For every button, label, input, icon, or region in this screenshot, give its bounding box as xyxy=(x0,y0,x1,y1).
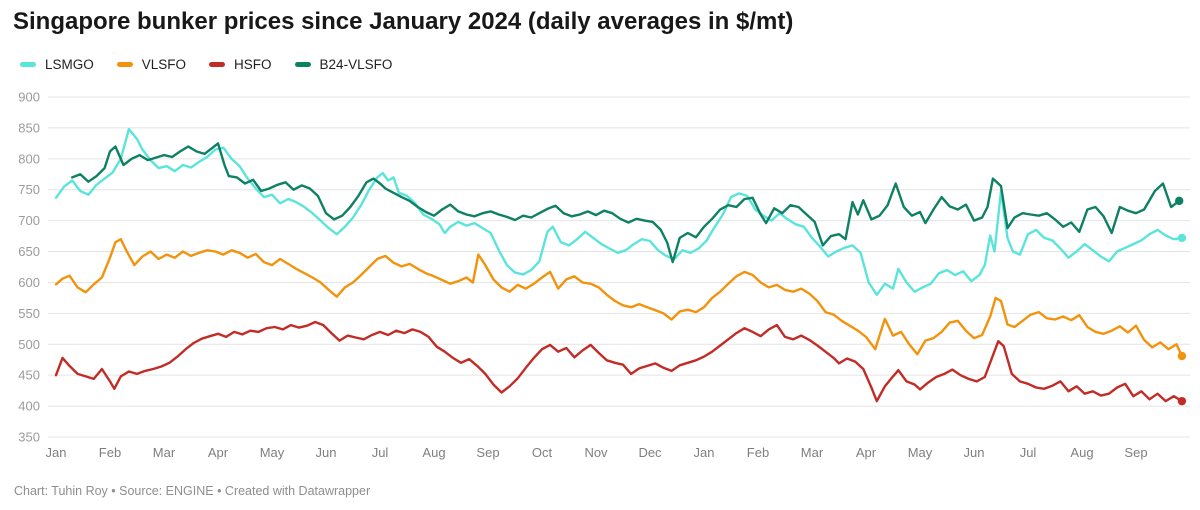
x-axis-month-label: Feb xyxy=(99,445,121,460)
y-axis-tick-label: 650 xyxy=(18,244,40,259)
x-axis-month-label: Dec xyxy=(638,445,662,460)
x-axis-month-label: Mar xyxy=(801,445,824,460)
y-axis-tick-label: 450 xyxy=(18,368,40,383)
legend-swatch-icon xyxy=(209,62,226,67)
x-axis-month-label: Sep xyxy=(1124,445,1147,460)
series-end-dot-hsfo xyxy=(1177,396,1187,406)
legend-item-hsfo: HSFO xyxy=(209,57,272,72)
legend-label: LSMGO xyxy=(45,57,94,72)
y-axis-tick-label: 550 xyxy=(18,306,40,321)
x-axis-month-label: Jan xyxy=(694,445,715,460)
series-end-dot-b24-vlsfo xyxy=(1175,196,1184,206)
x-axis-month-label: Oct xyxy=(532,445,553,460)
series-end-dot-vlsfo xyxy=(1177,351,1187,361)
chart-legend: LSMGO VLSFO HSFO B24-VLSFO xyxy=(20,57,415,72)
x-axis-month-label: Aug xyxy=(422,445,445,460)
y-axis-tick-label: 600 xyxy=(18,275,40,290)
y-axis-tick-label: 500 xyxy=(18,337,40,352)
y-axis-tick-label: 350 xyxy=(18,430,40,445)
x-axis-month-label: Feb xyxy=(747,445,769,460)
legend-item-vlsfo: VLSFO xyxy=(116,57,187,72)
x-axis-month-label: Mar xyxy=(153,445,176,460)
chart-footer-credit: Chart: Tuhin Roy • Source: ENGINE • Crea… xyxy=(14,484,371,498)
legend-label: HSFO xyxy=(234,57,272,72)
x-axis-month-label: Jan xyxy=(46,445,67,460)
legend-label: VLSFO xyxy=(141,57,187,72)
series-line-lsmgo[interactable] xyxy=(54,127,1184,296)
series-line-hsfo[interactable] xyxy=(54,320,1184,403)
y-axis-tick-label: 400 xyxy=(18,399,40,414)
y-axis-tick-label: 900 xyxy=(18,90,40,105)
x-axis-month-label: Jul xyxy=(1020,445,1037,460)
legend-swatch-icon xyxy=(20,62,36,67)
page-title: Singapore bunker prices since January 20… xyxy=(13,8,794,35)
legend-swatch-icon xyxy=(294,62,311,67)
y-axis-tick-label: 750 xyxy=(18,182,40,197)
series-end-dot-lsmgo xyxy=(1177,233,1187,243)
series-line-vlsfo[interactable] xyxy=(54,238,1184,358)
x-axis-month-label: Jul xyxy=(372,445,389,460)
x-axis-month-label: Sep xyxy=(476,445,499,460)
y-axis-tick-label: 700 xyxy=(18,213,40,228)
x-axis-month-label: Aug xyxy=(1070,445,1093,460)
legend-item-lsmgo: LSMGO xyxy=(20,57,94,72)
legend-swatch-icon xyxy=(116,62,133,67)
series-line-b24-vlsfo[interactable] xyxy=(71,142,1181,264)
x-axis-month-label: May xyxy=(908,445,933,460)
x-axis-month-label: Jun xyxy=(316,445,337,460)
x-axis-month-label: Nov xyxy=(584,445,608,460)
legend-item-b24-vlsfo: B24-VLSFO xyxy=(294,57,393,72)
x-axis-month-label: Jun xyxy=(964,445,985,460)
x-axis-month-label: May xyxy=(260,445,285,460)
legend-label: B24-VLSFO xyxy=(319,57,393,72)
y-axis-tick-label: 800 xyxy=(18,151,40,166)
x-axis-month-label: Apr xyxy=(856,445,877,460)
x-axis-month-label: Apr xyxy=(208,445,229,460)
y-axis-tick-label: 850 xyxy=(18,120,40,135)
